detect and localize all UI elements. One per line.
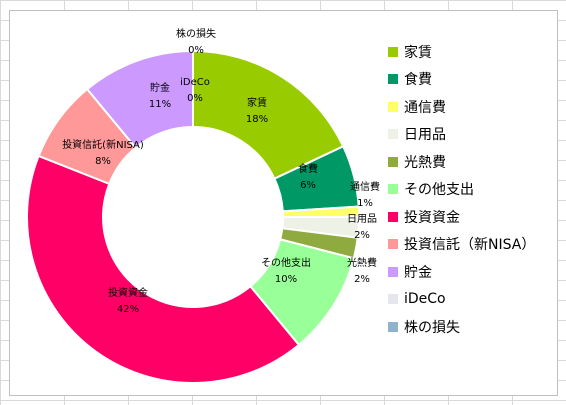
data-label-10: iDeCo 0% (180, 77, 210, 104)
data-label-category-2: 食費 (298, 162, 318, 175)
legend-label-5: 光熱費 (404, 154, 446, 171)
legend-swatch-10 (388, 294, 398, 305)
legend-swatch-8 (388, 239, 398, 250)
data-label-value-7: 42% (117, 304, 139, 315)
legend-label-4: 日用品 (404, 127, 446, 144)
data-label-value-9: 11% (149, 99, 171, 110)
data-label-5: 光熱費 2% (347, 256, 377, 285)
legend-label-8: 投資信託（新NISA） (404, 237, 536, 254)
data-label-9: 貯金 11% (149, 81, 171, 110)
data-label-value-11: 0% (188, 45, 204, 56)
data-label-category-1: 家賃 (247, 96, 267, 109)
data-label-11: 株の損失 0% (176, 27, 216, 56)
data-label-6: その他支出 10% (261, 256, 311, 285)
legend-swatch-2 (388, 74, 398, 85)
legend-item-3[interactable]: 通信費 (388, 93, 535, 121)
legend-item-10[interactable]: iDeCo (388, 286, 535, 314)
data-label-3: 通信費 1% (350, 180, 380, 209)
data-label-1: 家賃 18% (246, 96, 268, 125)
slice-9[interactable] (85, 49, 194, 150)
data-label-category-3: 通信費 (350, 180, 380, 193)
legend-label-6: その他支出 (404, 182, 474, 199)
data-label-value-1: 18% (246, 114, 268, 125)
legend-label-11: 株の損失 (404, 319, 460, 336)
data-label-value-8: 8% (95, 156, 111, 167)
data-label-4: 日用品 2% (347, 213, 377, 241)
legend-label-10: iDeCo (404, 291, 446, 308)
legend-item-8[interactable]: 投資信託（新NISA） (388, 231, 535, 259)
legend-label-2: 食費 (404, 72, 432, 89)
data-label-category-6: その他支出 (261, 256, 311, 269)
legend-item-4[interactable]: 日用品 (388, 121, 535, 149)
legend-label-7: 投資資金 (404, 209, 460, 226)
legend-swatch-7 (388, 211, 398, 222)
data-label-value-10: 0% (187, 93, 203, 104)
data-label-category-4: 日用品 (347, 213, 377, 225)
data-label-value-5: 2% (354, 274, 370, 285)
data-label-2: 食費 6% (298, 162, 318, 191)
legend-label-3: 通信費 (404, 99, 446, 116)
slice-1[interactable] (192, 49, 345, 181)
legend-label-9: 貯金 (404, 264, 432, 281)
legend-item-9[interactable]: 貯金 (388, 258, 535, 286)
data-label-value-4: 2% (354, 230, 370, 241)
data-label-category-11: 株の損失 (176, 27, 216, 40)
data-label-category-5: 光熱費 (347, 256, 377, 269)
legend-swatch-3 (388, 101, 398, 112)
data-label-category-9: 貯金 (150, 81, 170, 94)
data-label-8: 投資信託(新NISA) 8% (62, 138, 144, 167)
data-label-category-7: 投資資金 (108, 286, 148, 299)
legend-item-2[interactable]: 食費 (388, 66, 535, 94)
legend-swatch-6 (388, 184, 398, 195)
legend-swatch-9 (388, 266, 398, 277)
data-label-value-2: 6% (300, 180, 316, 191)
legend-swatch-11 (388, 321, 398, 332)
data-label-value-6: 10% (275, 274, 297, 285)
legend-item-6[interactable]: その他支出 (388, 176, 535, 204)
legend-swatch-5 (388, 156, 398, 167)
chart-legend: 家賃食費通信費日用品光熱費その他支出投資資金投資信託（新NISA） 貯金 iDeCo… (388, 38, 535, 341)
slice-7[interactable] (26, 154, 301, 384)
legend-item-5[interactable]: 光熱費 (388, 148, 535, 176)
legend-swatch-4 (388, 129, 398, 140)
data-label-category-8: 投資信託(新NISA) (62, 138, 144, 151)
legend-item-7[interactable]: 投資資金 (388, 203, 535, 231)
legend-item-1[interactable]: 家賃 (388, 38, 535, 66)
data-label-7: 投資資金 42% (108, 286, 148, 315)
data-label-category-10: iDeCo (180, 77, 210, 88)
data-label-value-3: 1% (357, 198, 373, 209)
legend-swatch-1 (388, 46, 398, 57)
legend-label-1: 家賃 (404, 44, 432, 61)
legend-item-11[interactable]: 株の損失 (388, 313, 535, 341)
